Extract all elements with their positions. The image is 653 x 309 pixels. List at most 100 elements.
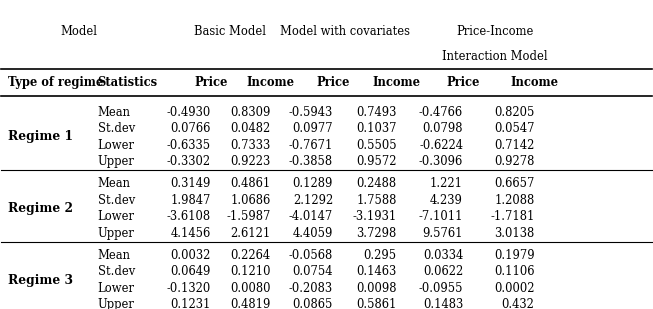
Text: St.dev: St.dev: [97, 194, 135, 207]
Text: 0.8205: 0.8205: [494, 106, 535, 119]
Text: 4.1456: 4.1456: [170, 227, 211, 240]
Text: 0.7142: 0.7142: [494, 139, 535, 152]
Text: 1.2088: 1.2088: [494, 194, 535, 207]
Text: 0.0547: 0.0547: [494, 122, 535, 135]
Text: Upper: Upper: [97, 155, 135, 168]
Text: 0.0002: 0.0002: [494, 282, 535, 295]
Text: 0.0032: 0.0032: [170, 249, 211, 262]
Text: Regime 3: Regime 3: [8, 274, 73, 287]
Text: 0.7493: 0.7493: [357, 106, 397, 119]
Text: Regime 1: Regime 1: [8, 130, 73, 143]
Text: 4.239: 4.239: [430, 194, 463, 207]
Text: -4.0147: -4.0147: [289, 210, 333, 223]
Text: 0.432: 0.432: [502, 298, 535, 309]
Text: 0.1483: 0.1483: [422, 298, 463, 309]
Text: St.dev: St.dev: [97, 265, 135, 278]
Text: 1.221: 1.221: [430, 177, 463, 190]
Text: 3.7298: 3.7298: [357, 227, 397, 240]
Text: 0.1979: 0.1979: [494, 249, 535, 262]
Text: 0.6657: 0.6657: [494, 177, 535, 190]
Text: Mean: Mean: [97, 249, 131, 262]
Text: 0.295: 0.295: [364, 249, 397, 262]
Text: 0.0080: 0.0080: [230, 282, 270, 295]
Text: 0.1289: 0.1289: [293, 177, 333, 190]
Text: 0.8309: 0.8309: [231, 106, 270, 119]
Text: 0.0334: 0.0334: [422, 249, 463, 262]
Text: -0.6224: -0.6224: [419, 139, 463, 152]
Text: 3.0138: 3.0138: [494, 227, 535, 240]
Text: 0.4861: 0.4861: [231, 177, 270, 190]
Text: 1.0686: 1.0686: [231, 194, 270, 207]
Text: -0.3096: -0.3096: [419, 155, 463, 168]
Text: 9.5761: 9.5761: [422, 227, 463, 240]
Text: Interaction Model: Interaction Model: [442, 50, 548, 63]
Text: -0.0955: -0.0955: [419, 282, 463, 295]
Text: Lower: Lower: [97, 210, 135, 223]
Text: -0.7671: -0.7671: [289, 139, 333, 152]
Text: 0.1231: 0.1231: [170, 298, 211, 309]
Text: 0.0482: 0.0482: [231, 122, 270, 135]
Text: Lower: Lower: [97, 139, 135, 152]
Text: 4.4059: 4.4059: [293, 227, 333, 240]
Text: 0.0977: 0.0977: [293, 122, 333, 135]
Text: 0.0865: 0.0865: [293, 298, 333, 309]
Text: -0.3302: -0.3302: [167, 155, 211, 168]
Text: -0.5943: -0.5943: [289, 106, 333, 119]
Text: St.dev: St.dev: [97, 122, 135, 135]
Text: 0.1106: 0.1106: [494, 265, 535, 278]
Text: Upper: Upper: [97, 298, 135, 309]
Text: -3.1931: -3.1931: [353, 210, 397, 223]
Text: -7.1011: -7.1011: [419, 210, 463, 223]
Text: 0.0798: 0.0798: [422, 122, 463, 135]
Text: 0.1210: 0.1210: [230, 265, 270, 278]
Text: -1.7181: -1.7181: [490, 210, 535, 223]
Text: -0.4930: -0.4930: [167, 106, 211, 119]
Text: 0.0622: 0.0622: [422, 265, 463, 278]
Text: -0.6335: -0.6335: [167, 139, 211, 152]
Text: 2.1292: 2.1292: [293, 194, 333, 207]
Text: 0.1463: 0.1463: [357, 265, 397, 278]
Text: Price: Price: [194, 76, 227, 89]
Text: Basic Model: Basic Model: [194, 25, 266, 38]
Text: 0.0649: 0.0649: [170, 265, 211, 278]
Text: 0.0754: 0.0754: [293, 265, 333, 278]
Text: Income: Income: [247, 76, 295, 89]
Text: -3.6108: -3.6108: [167, 210, 211, 223]
Text: Statistics: Statistics: [97, 76, 158, 89]
Text: Type of regime: Type of regime: [8, 76, 103, 89]
Text: Upper: Upper: [97, 227, 135, 240]
Text: 0.5861: 0.5861: [357, 298, 397, 309]
Text: Mean: Mean: [97, 177, 131, 190]
Text: Income: Income: [373, 76, 421, 89]
Text: 0.4819: 0.4819: [231, 298, 270, 309]
Text: 0.0766: 0.0766: [170, 122, 211, 135]
Text: -1.5987: -1.5987: [226, 210, 270, 223]
Text: 0.1037: 0.1037: [357, 122, 397, 135]
Text: -0.2083: -0.2083: [289, 282, 333, 295]
Text: 0.2264: 0.2264: [231, 249, 270, 262]
Text: Model with covariates: Model with covariates: [280, 25, 410, 38]
Text: 1.7588: 1.7588: [357, 194, 397, 207]
Text: Price-Income: Price-Income: [456, 25, 534, 38]
Text: 0.7333: 0.7333: [231, 139, 270, 152]
Text: 0.9223: 0.9223: [231, 155, 270, 168]
Text: 0.9278: 0.9278: [494, 155, 535, 168]
Text: 1.9847: 1.9847: [170, 194, 211, 207]
Text: Income: Income: [511, 76, 558, 89]
Text: 0.0098: 0.0098: [357, 282, 397, 295]
Text: Lower: Lower: [97, 282, 135, 295]
Text: Mean: Mean: [97, 106, 131, 119]
Text: 0.9572: 0.9572: [357, 155, 397, 168]
Text: 0.5505: 0.5505: [356, 139, 397, 152]
Text: Regime 2: Regime 2: [8, 202, 73, 215]
Text: -0.3858: -0.3858: [289, 155, 333, 168]
Text: 2.6121: 2.6121: [231, 227, 270, 240]
Text: 0.3149: 0.3149: [170, 177, 211, 190]
Text: Price: Price: [316, 76, 350, 89]
Text: Price: Price: [447, 76, 480, 89]
Text: Model: Model: [60, 25, 97, 38]
Text: 0.2488: 0.2488: [357, 177, 397, 190]
Text: -0.1320: -0.1320: [167, 282, 211, 295]
Text: -0.0568: -0.0568: [289, 249, 333, 262]
Text: -0.4766: -0.4766: [419, 106, 463, 119]
